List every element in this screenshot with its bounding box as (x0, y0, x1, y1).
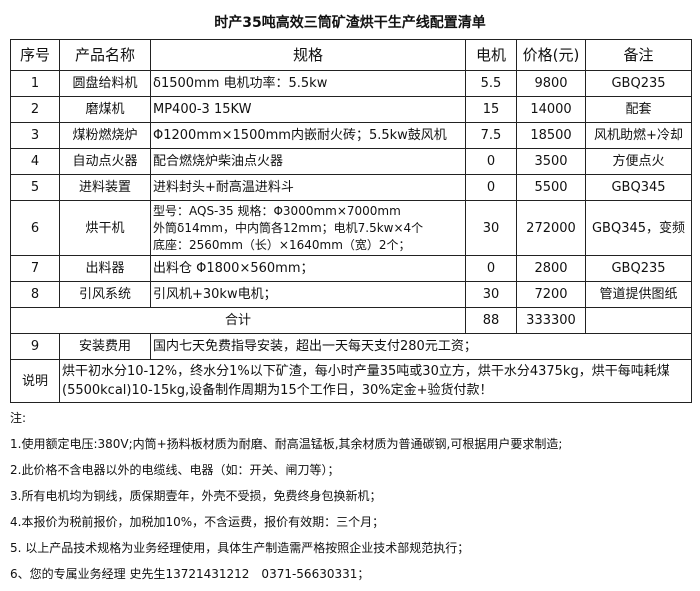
cell-motor: 0 (465, 148, 517, 175)
cell-name: 自动点火器 (59, 148, 151, 175)
cell-price: 14000 (516, 96, 586, 123)
table-header: 序号 产品名称 规格 电机 价格(元) 备注 (10, 39, 692, 71)
cell-motor: 0 (465, 174, 517, 201)
header-cell: 序号 (10, 39, 60, 71)
cell-price: 5500 (516, 174, 586, 201)
cell-price: 7200 (516, 281, 586, 308)
cell-spec: Φ1200mm×1500mm内嵌耐火砖；5.5kw鼓风机 (150, 122, 466, 149)
cell-note: GBQ345，变频 (585, 200, 692, 256)
cell-note: GBQ235 (585, 70, 692, 97)
cell-name: 引风系统 (59, 281, 151, 308)
note-item: 1.使用额定电压:380V;内筒+扬料板材质为耐磨、耐高温锰板,其余材质为普通碳… (10, 437, 563, 451)
cell-spec: 出料仓 Φ1800×560mm； (150, 255, 466, 282)
cell-spec: 型号：AQS-35 规格：Φ3000mm×7000mm 外筒δ14mm，中内筒各1… (150, 200, 466, 256)
header-cell: 电机 (465, 39, 517, 71)
config-table: 序号 产品名称 规格 电机 价格(元) 备注 1 圆盘给料机 δ1500mm 电机功… (10, 39, 692, 403)
cell-name: 进料装置 (59, 174, 151, 201)
table-row: 7 出料器 出料仓 Φ1800×560mm； 0 2800 GBQ235 (10, 255, 692, 282)
cell-note: 方便点火 (585, 148, 692, 175)
table-row: 5 进料装置 进料封头+耐高温进料斗 0 5500 GBQ345 (10, 174, 692, 201)
cell-spec: 引风机+30kw电机； (150, 281, 466, 308)
cell-motor: 30 (465, 200, 517, 256)
notes-heading: 注: (10, 411, 27, 425)
cell-name: 磨煤机 (59, 96, 151, 123)
header-cell: 备注 (585, 39, 692, 71)
note-item: 6、您的专属业务经理 史先生13721431212 0371-56630331； (10, 567, 370, 581)
cell-no: 7 (10, 255, 60, 282)
cell-no: 3 (10, 122, 60, 149)
cell-spec: 配合燃烧炉柴油点火器 (150, 148, 466, 175)
cell-note: 风机助燃+冷却 (585, 122, 692, 149)
header-cell: 产品名称 (59, 39, 151, 71)
spec-line: 型号：AQS-35 规格：Φ3000mm×7000mm (153, 203, 401, 218)
total-price: 333300 (516, 307, 586, 334)
cell-no: 8 (10, 281, 60, 308)
cell-price: 18500 (516, 122, 586, 149)
table-row: 8 引风系统 引风机+30kw电机； 30 7200 管道提供图纸 (10, 281, 692, 308)
cell-name: 烘干机 (59, 200, 151, 256)
cell-note: 配套 (585, 96, 692, 123)
table-row: 4 自动点火器 配合燃烧炉柴油点火器 0 3500 方便点火 (10, 148, 692, 175)
cell-motor: 15 (465, 96, 517, 123)
cell-name: 煤粉燃烧炉 (59, 122, 151, 149)
note-item: 2.此价格不含电器以外的电缆线、电器（如：开关、闸刀等）； (10, 463, 340, 477)
cell-no: 2 (10, 96, 60, 123)
cell-motor: 30 (465, 281, 517, 308)
cell-motor: 0 (465, 255, 517, 282)
install-row: 9 安装费用 国内七天免费指导安装，超出一天每天支付280元工资； (10, 333, 692, 360)
header-cell: 价格(元) (516, 39, 586, 71)
page-title: 时产35吨高效三筒矿渣烘干生产线配置清单 (214, 15, 486, 31)
cell-price: 2800 (516, 255, 586, 282)
cell-name: 圆盘给料机 (59, 70, 151, 97)
total-label: 合计 (10, 307, 466, 334)
cell-motor: 5.5 (465, 70, 517, 97)
cell-name: 出料器 (59, 255, 151, 282)
explain-row: 说明 烘干初水分10-12%，终水分1%以下矿渣，每小时产量35吨或30立方，烘… (10, 359, 692, 403)
spec-line: 外筒δ14mm，中内筒各12mm；电机7.5kw×4个 (153, 220, 424, 235)
cell-no: 6 (10, 200, 60, 256)
cell-no: 1 (10, 70, 60, 97)
table-row: 3 煤粉燃烧炉 Φ1200mm×1500mm内嵌耐火砖；5.5kw鼓风机 7.5 185… (10, 122, 692, 149)
cell-note: GBQ345 (585, 174, 692, 201)
cell-price: 272000 (516, 200, 586, 256)
cell-note: 管道提供图纸 (585, 281, 692, 308)
header-cell: 规格 (150, 39, 466, 71)
table-row: 1 圆盘给料机 δ1500mm 电机功率：5.5kw 5.5 9800 GBQ235 (10, 70, 692, 97)
cell-price: 9800 (516, 70, 586, 97)
note-item: 3.所有电机均为铜线，质保期壹年，外壳不受损，免费终身包换新机； (10, 489, 382, 503)
cell-note: GBQ235 (585, 255, 692, 282)
table-row: 2 磨煤机 MP400-3 15KW 15 14000 配套 (10, 96, 692, 123)
cell-no: 5 (10, 174, 60, 201)
notes: 注: 1.使用额定电压:380V;内筒+扬料板材质为耐磨、耐高温锰板,其余材质为… (10, 405, 562, 587)
total-row: 合计 88 333300 (10, 307, 692, 334)
cell-price: 3500 (516, 148, 586, 175)
spec-line: 底座：2560mm（长）×1640mm（宽）2个； (153, 237, 411, 252)
cell-spec: δ1500mm 电机功率：5.5kw (150, 70, 466, 97)
explain-text: 烘干初水分10-12%，终水分1%以下矿渣，每小时产量35吨或30立方，烘干水分… (59, 359, 692, 403)
cell-no: 4 (10, 148, 60, 175)
cell-spec: 进料封头+耐高温进料斗 (150, 174, 466, 201)
total-motor: 88 (465, 307, 517, 334)
note-item: 5. 以上产品技术规格为业务经理使用，具体生产制造需严格按照企业技术部规范执行； (10, 541, 470, 555)
note-item: 4.本报价为税前报价，加税加10%，不含运费，报价有效期：三个月； (10, 515, 385, 529)
table-row: 6 烘干机 型号：AQS-35 规格：Φ3000mm×7000mm 外筒δ14mm，中… (10, 200, 692, 256)
install-text: 国内七天免费指导安装，超出一天每天支付280元工资； (150, 333, 692, 360)
cell-spec: MP400-3 15KW (150, 96, 466, 123)
cell-motor: 7.5 (465, 122, 517, 149)
